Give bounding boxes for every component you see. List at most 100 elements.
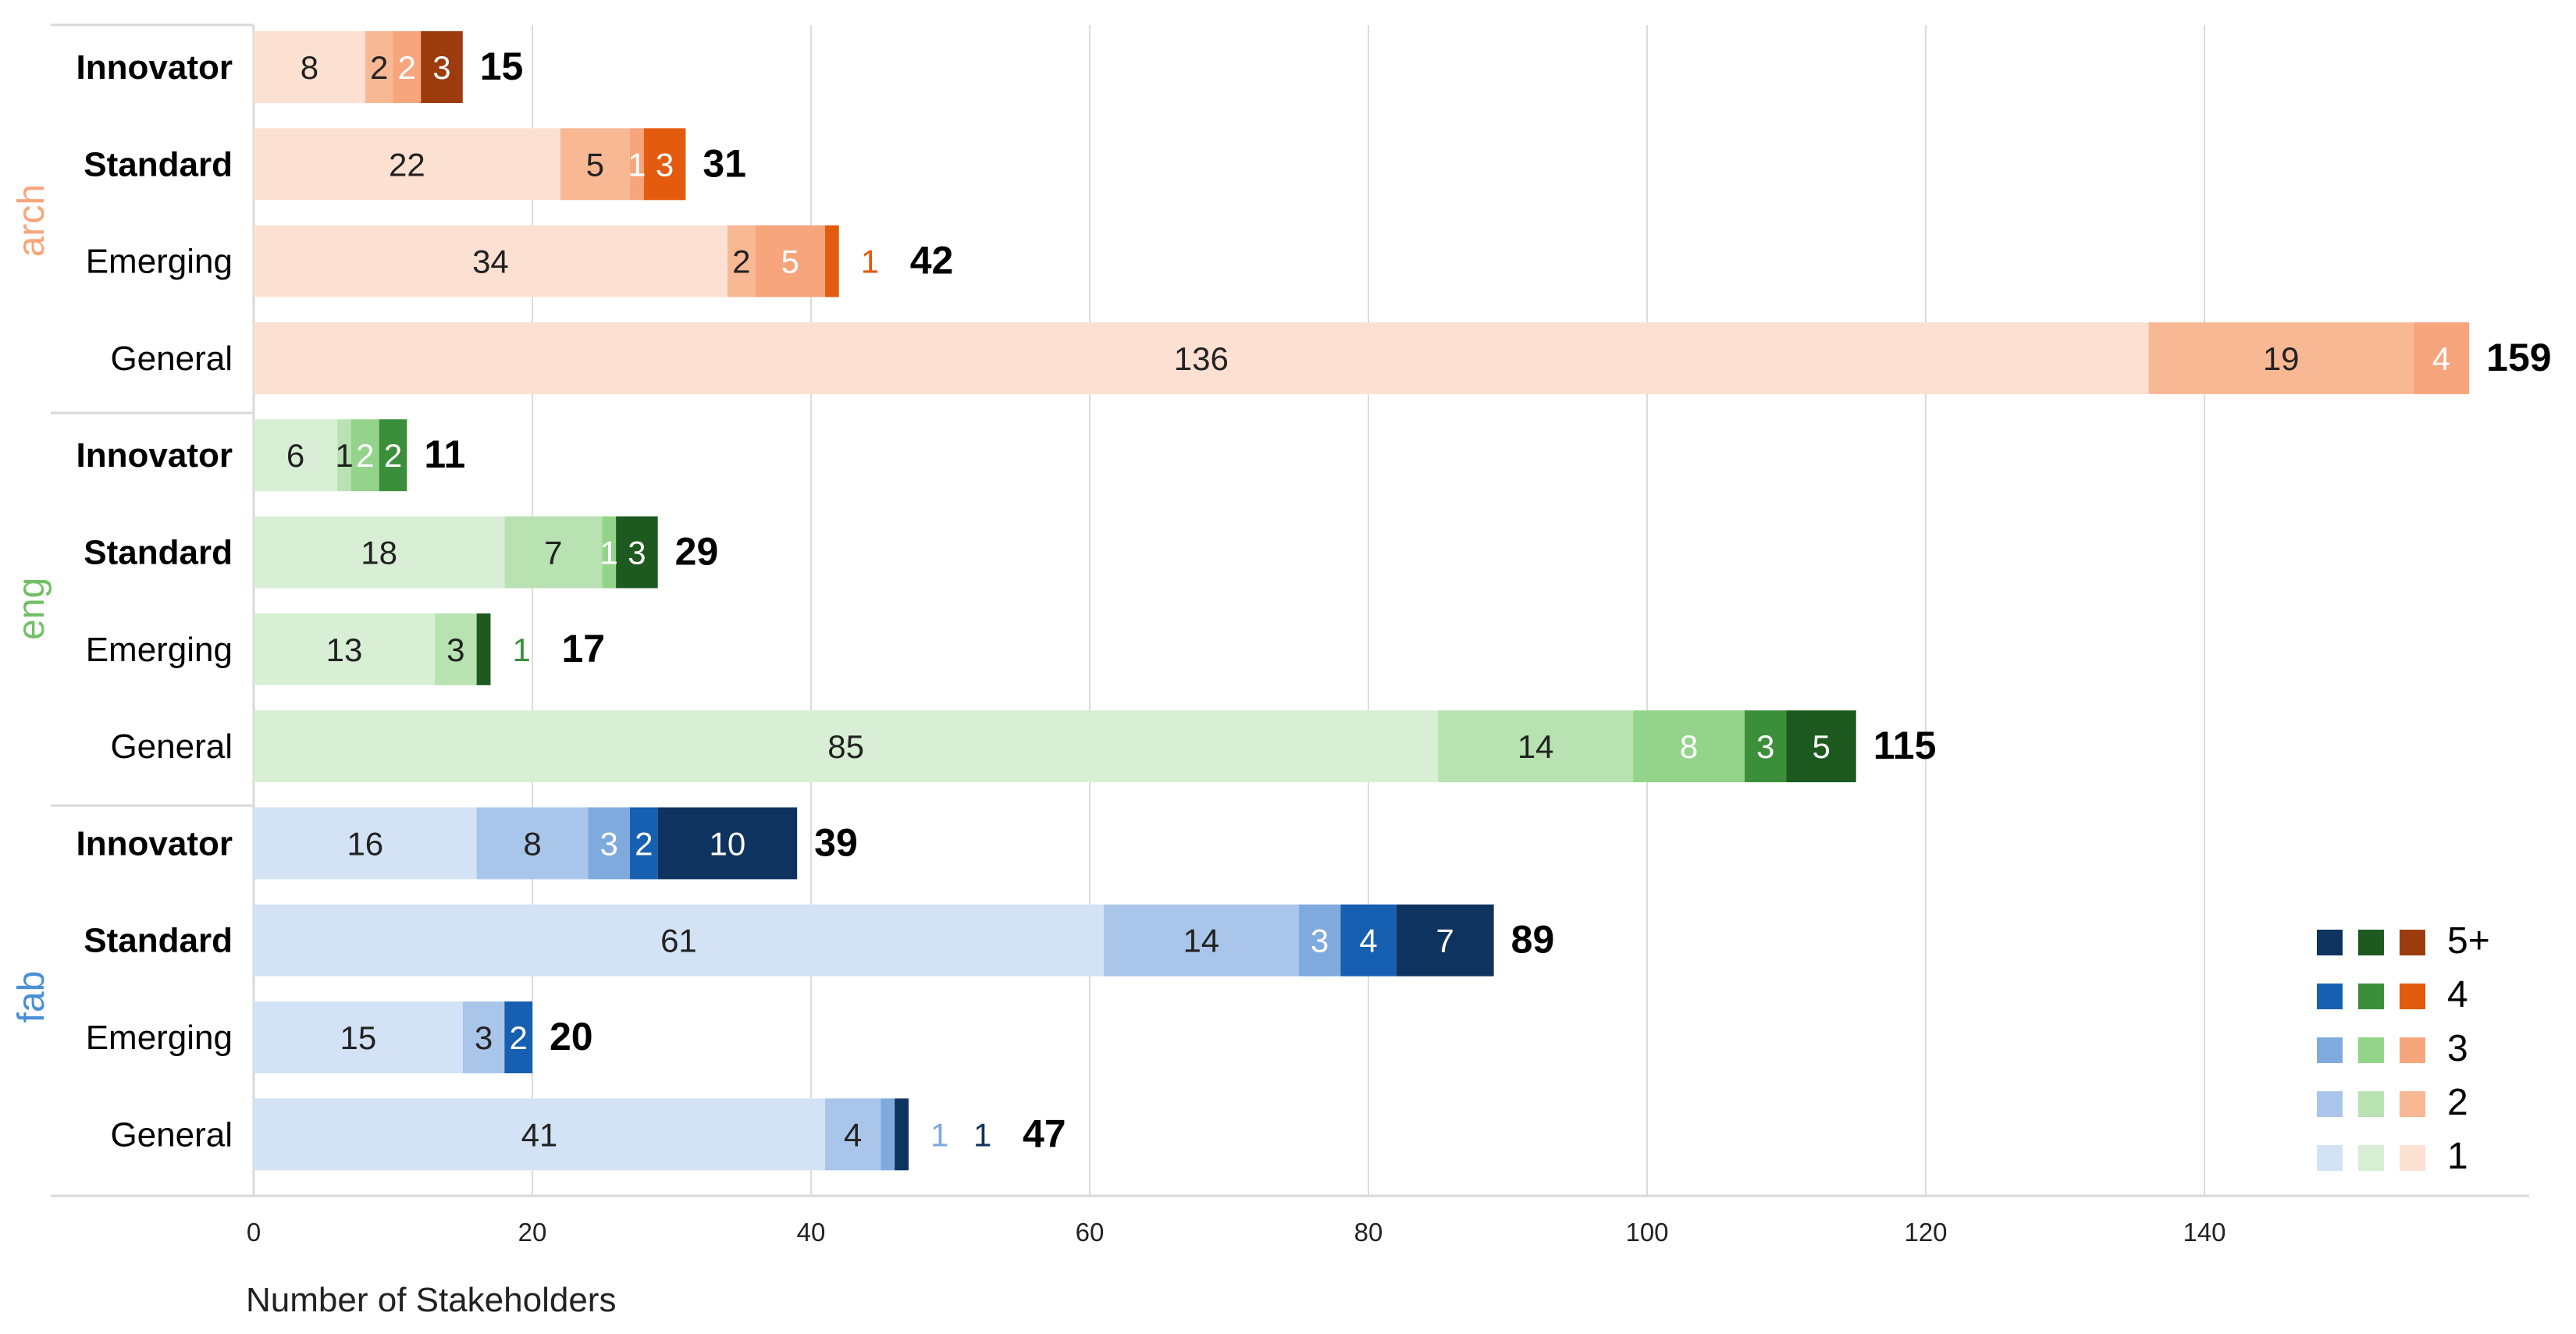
legend-label: 1 — [2447, 1136, 2468, 1177]
bar-segment-arch-4 — [824, 225, 839, 297]
bar-total-label: 89 — [1511, 918, 1555, 962]
bar-segment-fab-2 — [1103, 904, 1299, 976]
bar-segment-eng-4 — [1744, 710, 1787, 783]
legend-swatch-eng-1 — [2358, 1145, 2384, 1171]
bar-segment-eng-5+ — [476, 613, 491, 685]
bar-segment-label: 3 — [1756, 728, 1774, 765]
bar-segment-label: 19 — [2263, 340, 2300, 377]
bar-segment-fab-4 — [629, 807, 658, 880]
bar-segment-label: 8 — [301, 49, 318, 86]
bar-segment-label: 5 — [781, 244, 799, 280]
bar-segment-label: 2 — [356, 437, 374, 474]
bar-total-label: 31 — [703, 141, 746, 185]
bar-segment-fab-3 — [588, 807, 630, 880]
legend-swatch-arch-2 — [2400, 1091, 2425, 1117]
bar-segment-label: 2 — [370, 49, 388, 86]
group-label-fab: fab — [11, 971, 52, 1023]
bar-segment-label: 41 — [521, 1116, 558, 1153]
legend-swatch-eng-4 — [2358, 984, 2384, 1009]
bar-segment-fab-4 — [1340, 904, 1397, 976]
legend-swatch-arch-4 — [2400, 984, 2425, 1009]
bar-segment-label: 15 — [340, 1019, 377, 1056]
x-tick-label: 0 — [247, 1218, 261, 1247]
x-tick-label: 140 — [2183, 1218, 2226, 1247]
bar-segment-fab-5+ — [895, 1098, 909, 1171]
category-label: Innovator — [76, 824, 233, 863]
bar-segment-label: 5 — [586, 146, 604, 183]
x-tick-label: 20 — [518, 1218, 547, 1247]
bar-segment-label: 3 — [600, 825, 617, 862]
bar-total-label: 42 — [910, 239, 954, 283]
category-label: General — [110, 727, 233, 766]
category-label: General — [110, 340, 233, 378]
legend-label: 4 — [2447, 974, 2468, 1016]
group-label-eng: eng — [11, 578, 52, 640]
outside-segment-label: 1 — [861, 244, 879, 280]
bar-segment-eng-5+ — [616, 516, 658, 589]
bar-segment-label: 4 — [2432, 340, 2450, 377]
bar-segment-arch-3 — [2413, 322, 2470, 394]
bar-segment-label: 4 — [844, 1116, 862, 1153]
legend: 5+ 4 3 2 1 — [2317, 920, 2490, 1177]
category-label: Standard — [84, 922, 233, 960]
bar-segment-arch-1 — [254, 128, 560, 201]
legend-swatch-arch-1 — [2400, 1145, 2425, 1171]
bar-segment-label: 5 — [1812, 728, 1830, 765]
bar-segment-fab-2 — [476, 807, 589, 880]
bar-segment-label: 6 — [286, 437, 304, 474]
legend-swatch-fab-3 — [2317, 1037, 2343, 1063]
x-tick-label: 40 — [797, 1218, 826, 1247]
group-label-arch: arch — [11, 184, 52, 257]
bar-segment-label: 3 — [628, 535, 646, 571]
bar-segment-label: 3 — [475, 1019, 493, 1056]
legend-swatch-arch-3 — [2400, 1037, 2425, 1063]
x-tick-label: 80 — [1354, 1218, 1383, 1247]
bar-segment-arch-1 — [254, 31, 365, 103]
bar-segment-label: 14 — [1517, 728, 1554, 765]
outside-segment-label: 1 — [973, 1116, 991, 1153]
bar-segment-arch-3 — [629, 128, 644, 201]
bar-segment-label: 16 — [347, 825, 383, 862]
bar-segment-fab-3 — [1298, 904, 1341, 976]
bar-segment-label: 61 — [660, 923, 697, 959]
bar-segment-arch-2 — [365, 31, 393, 103]
x-tick-label: 100 — [1625, 1218, 1668, 1247]
bar-segment-eng-1 — [254, 613, 436, 685]
bar-segment-label: 85 — [827, 728, 864, 765]
bar-segment-label: 4 — [1359, 923, 1377, 959]
bar-total-label: 39 — [814, 820, 858, 864]
category-label: Emerging — [86, 631, 233, 669]
bar-segment-label: 7 — [544, 535, 562, 571]
category-label: Emerging — [86, 243, 233, 281]
bar-segment-arch-2 — [560, 128, 630, 201]
category-label: Standard — [84, 534, 233, 572]
bar-segment-eng-2 — [337, 419, 351, 492]
bar-total-label: 29 — [675, 530, 719, 574]
bar-segment-eng-1 — [254, 516, 505, 589]
bar-segment-label: 22 — [389, 146, 425, 183]
bar-total-label: 159 — [2486, 336, 2551, 379]
legend-swatch-arch-5+ — [2400, 930, 2425, 955]
bar-total-label: 20 — [550, 1015, 593, 1058]
bar-segment-eng-2 — [435, 613, 477, 685]
bar-segment-eng-3 — [602, 516, 617, 589]
bar-segment-eng-5+ — [1786, 710, 1856, 783]
category-label: General — [110, 1115, 233, 1154]
legend-label: 5+ — [2447, 920, 2490, 962]
bar-segment-eng-3 — [350, 419, 379, 492]
legend-swatch-eng-2 — [2358, 1091, 2384, 1117]
bar-segment-label: 136 — [1174, 340, 1229, 377]
outside-segment-label: 1 — [512, 631, 530, 668]
legend-label: 2 — [2447, 1082, 2468, 1123]
x-tick-label: 120 — [1904, 1218, 1947, 1247]
bar-segment-eng-3 — [1633, 710, 1745, 783]
bar-segment-label: 3 — [432, 49, 450, 86]
bar-segment-fab-1 — [254, 807, 477, 880]
bar-total-label: 15 — [480, 44, 524, 88]
bar-segment-label: 13 — [326, 631, 363, 668]
bar-segment-label: 1 — [600, 535, 617, 571]
bar-segment-arch-1 — [254, 322, 2149, 394]
category-label: Standard — [84, 145, 233, 183]
bar-segment-label: 10 — [710, 825, 746, 862]
